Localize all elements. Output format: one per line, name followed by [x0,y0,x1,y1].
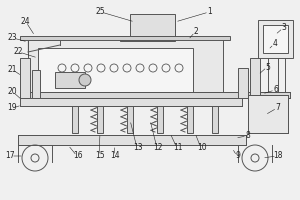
Text: 2: 2 [194,27,198,36]
Text: 1: 1 [208,7,212,17]
Text: 13: 13 [133,144,143,152]
Text: 5: 5 [266,62,270,72]
Text: 3: 3 [282,23,286,32]
Text: 10: 10 [197,144,207,152]
Bar [20,36,230,40]
Text: 19: 19 [7,104,17,112]
Text: 9: 9 [236,152,240,160]
Bar [248,95,288,133]
Bar [258,20,293,58]
Text: 16: 16 [73,152,83,160]
Text: 20: 20 [7,88,17,97]
Bar [263,25,288,53]
Bar [20,98,242,106]
Bar [32,70,40,98]
Bar [250,58,260,96]
Bar [28,38,223,98]
Polygon shape [28,38,60,52]
Bar [120,36,175,41]
Text: 24: 24 [20,18,30,26]
Bar [212,105,218,133]
Text: 6: 6 [274,86,278,95]
Text: 8: 8 [246,132,250,140]
Text: 15: 15 [95,152,105,160]
Bar [72,105,78,133]
Text: 17: 17 [5,152,15,160]
Text: 21: 21 [7,66,17,74]
Bar [187,105,193,133]
Bar [130,14,175,36]
Text: 23: 23 [7,33,17,43]
Bar [20,58,30,98]
Bar [97,105,103,133]
Bar [238,68,248,98]
Text: 7: 7 [276,104,280,112]
Text: 4: 4 [273,40,278,48]
Bar [157,105,163,133]
Bar [38,48,193,92]
Text: 25: 25 [95,7,105,17]
Circle shape [79,74,91,86]
Bar [55,72,85,88]
Text: 11: 11 [173,144,183,152]
Bar [127,105,133,133]
Text: 22: 22 [13,47,23,56]
Text: 12: 12 [153,144,163,152]
Text: 14: 14 [110,152,120,160]
Bar [18,135,246,145]
Text: 18: 18 [273,152,283,160]
Bar [20,92,290,98]
